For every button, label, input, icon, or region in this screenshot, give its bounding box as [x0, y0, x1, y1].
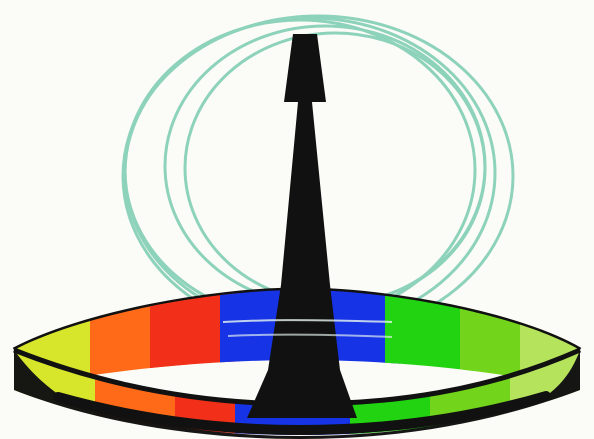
- ring-overlap-highlight: [222, 319, 393, 323]
- antenna-mast: [247, 34, 357, 418]
- ring-overlap-highlight: [227, 333, 393, 338]
- bowl-bottom-shadow: [53, 391, 551, 436]
